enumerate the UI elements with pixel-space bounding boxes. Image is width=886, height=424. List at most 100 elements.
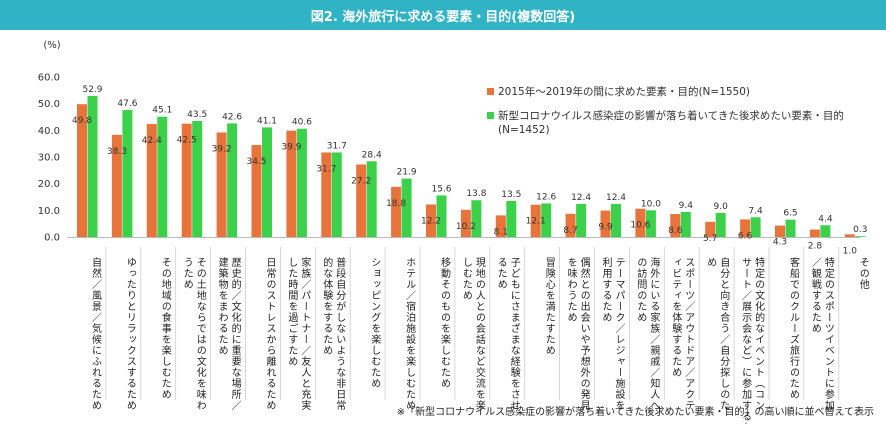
bar-series-post-covid: [262, 127, 272, 237]
data-label-2015-2019: 49.8: [72, 116, 92, 126]
bar-series-2015-2019: [670, 214, 681, 237]
data-label-2015-2019: 27.2: [351, 176, 371, 186]
category-label-continued: した時間を過ごすため: [286, 257, 298, 367]
data-label-post-covid: 4.4: [818, 214, 833, 224]
data-label-2015-2019: 8.6: [668, 226, 683, 236]
sort-note: ※「新型コロナウイルス感染症の影響が落ち着いてきた後求めたい要素・目的」の高い順…: [396, 407, 874, 418]
bar-series-post-covid: [157, 116, 168, 237]
data-label-2015-2019: 39.2: [212, 144, 232, 154]
legend-label-2015-2019: 2015年～2019年の間に求めた要素・目的(N=1550): [498, 85, 750, 98]
category-label: 客船でのクルーズ旅行のため: [788, 256, 800, 400]
data-label-2015-2019: 12.1: [526, 217, 546, 227]
category-label: ショッピングを楽しむため: [369, 257, 381, 389]
data-label-2015-2019: 10.6: [630, 221, 650, 231]
bar-series-post-covid: [820, 225, 831, 237]
category-label-continued: め: [705, 257, 717, 268]
bar-series-post-covid: [192, 121, 203, 237]
data-label-2015-2019: 6.6: [738, 231, 753, 241]
data-label-post-covid: 10.0: [641, 199, 661, 209]
y-tick-label: 10.0: [38, 206, 60, 217]
category-label: 冒険心を満たすため: [543, 257, 555, 356]
y-tick-label: 50.0: [38, 99, 60, 110]
bar-series-post-covid: [506, 201, 517, 237]
bar-series-post-covid: [436, 195, 447, 237]
data-label-post-covid: 28.4: [362, 150, 382, 160]
bar-series-2015-2019: [251, 145, 262, 237]
legend-label-post-covid-n: (N=1452): [498, 124, 550, 136]
bar-series-post-covid: [855, 236, 866, 237]
bar-series-post-covid: [331, 152, 342, 237]
bar-series-post-covid: [750, 217, 761, 237]
category-label-continued: の訪問のため: [635, 257, 647, 323]
data-label-post-covid: 13.8: [466, 189, 486, 199]
data-label-post-covid: 9.4: [679, 201, 694, 211]
category-label: ホテル／宿泊施設を楽しむため: [404, 257, 416, 411]
category-label: 偶然との出会いや予想外の発見: [578, 256, 590, 411]
bar-series-2015-2019: [181, 123, 192, 237]
data-label-2015-2019: 8.7: [563, 226, 577, 236]
bar-series-post-covid: [645, 210, 656, 237]
category-label: 自然／風景／気候にふれるため: [90, 256, 102, 411]
category-label-continued: しむため: [460, 257, 472, 301]
bar-series-post-covid: [680, 211, 691, 237]
category-label-continued: 的な体験をするため: [321, 256, 333, 356]
data-label-2015-2019: 2.8: [808, 242, 823, 252]
data-label-2015-2019: 5.7: [703, 234, 717, 244]
data-label-2015-2019: 10.2: [456, 222, 476, 232]
category-label-continued: ／観戦するため: [809, 257, 821, 334]
category-label-continued: を味わうため: [565, 257, 577, 323]
category-label: 日常のストレスから離れるため: [264, 257, 276, 411]
bar-series-post-covid: [122, 110, 133, 237]
category-label: 自分と向き合う／自分探しのた: [718, 256, 730, 411]
category-label-continued: ィビティを体験するため: [670, 257, 682, 378]
bar-series-2015-2019: [460, 209, 471, 237]
bar-series-post-covid: [785, 219, 796, 237]
bar-series-2015-2019: [844, 234, 855, 237]
data-label-post-covid: 52.9: [82, 85, 102, 95]
legend-swatch-post-covid: [487, 112, 494, 119]
data-label-2015-2019: 8.1: [494, 227, 508, 237]
bar-series-2015-2019: [356, 164, 367, 237]
bar-series-post-covid: [366, 161, 377, 237]
category-label: 歴史的／文化的に重要な場所／: [229, 257, 241, 411]
data-label-2015-2019: 34.5: [246, 157, 266, 167]
category-label-continued: うため: [181, 257, 193, 290]
bar-series-post-covid: [87, 95, 98, 237]
data-label-2015-2019: 39.9: [281, 143, 301, 153]
data-label-post-covid: 12.4: [606, 193, 626, 203]
category-label-continued: 利用するため: [600, 257, 612, 323]
category-label: 現地の人との会話など交流を楽: [473, 257, 485, 411]
data-label-post-covid: 15.6: [431, 184, 451, 194]
category-label: その地域の食事を楽しむため: [159, 257, 171, 400]
data-label-post-covid: 12.6: [536, 192, 556, 202]
bar-series-post-covid: [611, 203, 621, 237]
legend-swatch-2015-2019: [487, 88, 494, 95]
category-label: 移動そのものを楽しむため: [439, 256, 451, 389]
data-label-2015-2019: 31.7: [316, 164, 336, 174]
data-label-2015-2019: 9.9: [598, 223, 613, 233]
bar-series-2015-2019: [635, 208, 646, 237]
bar-series-2015-2019: [216, 132, 227, 237]
category-label: 海外にいる家族／親戚／知人へ: [648, 256, 660, 411]
bar-series-post-covid: [401, 178, 412, 237]
category-label: その他: [857, 257, 869, 290]
category-label: スポーツ／アウトドア／アクテ: [683, 257, 695, 411]
bar-series-2015-2019: [495, 215, 506, 237]
data-label-2015-2019: 12.2: [421, 216, 441, 226]
bar-series-post-covid: [227, 123, 238, 237]
bar-series-2015-2019: [775, 225, 785, 237]
bar-series-2015-2019: [705, 221, 716, 237]
data-label-2015-2019: 18.8: [386, 199, 406, 209]
category-label: 特定の文化的なイベント（コン: [753, 257, 765, 411]
y-axis-label: (%): [43, 40, 60, 51]
bar-series-2015-2019: [426, 204, 436, 237]
y-tick-label: 60.0: [38, 73, 60, 84]
data-label-post-covid: 42.6: [222, 112, 242, 122]
data-label-post-covid: 43.5: [187, 110, 207, 120]
category-label: その土地ならではの文化を味わ: [194, 257, 206, 411]
bar-series-post-covid: [576, 203, 587, 237]
chart-title: 図2. 海外旅行に求める要素・目的(複数回答): [0, 0, 886, 30]
data-label-2015-2019: 4.3: [773, 238, 787, 248]
data-label-2015-2019: 42.4: [142, 136, 162, 146]
bar-series-2015-2019: [809, 229, 820, 237]
